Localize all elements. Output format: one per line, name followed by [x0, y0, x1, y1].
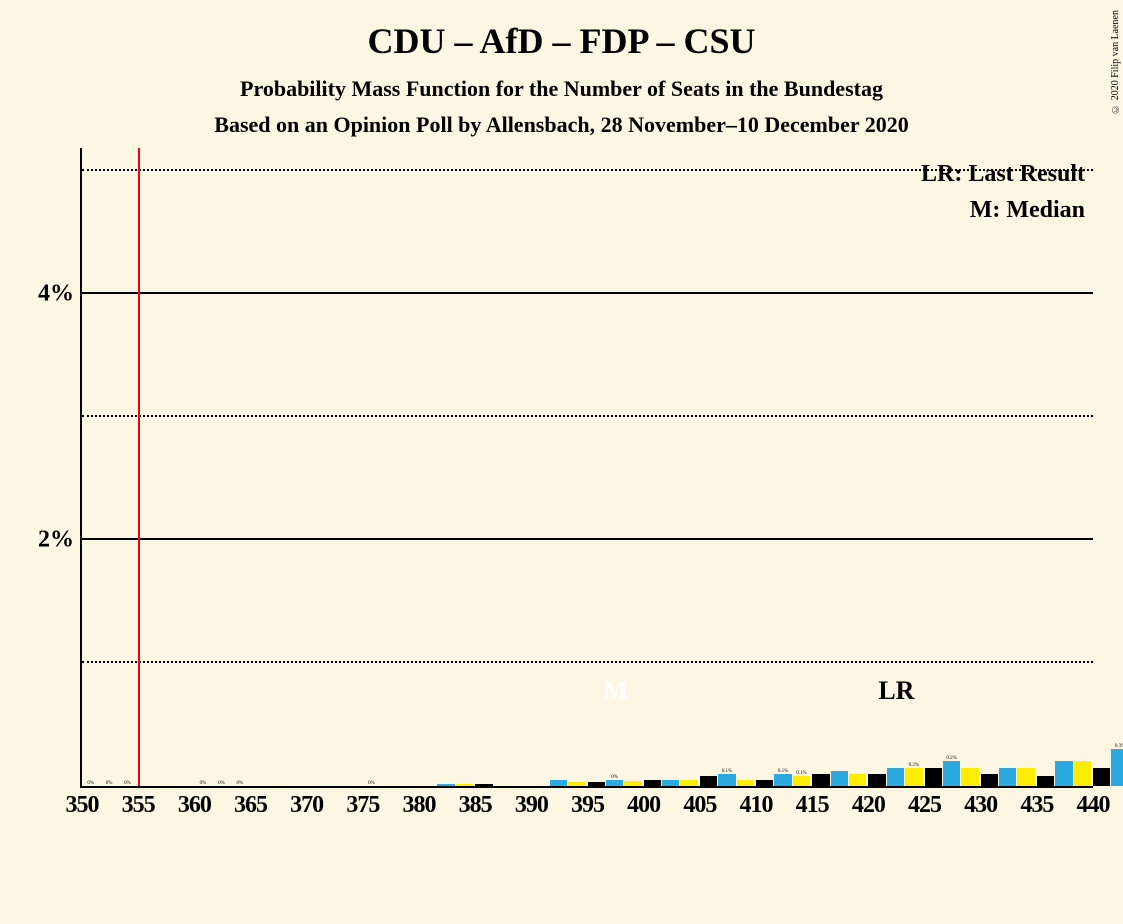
bar: [437, 784, 454, 786]
bar: [700, 776, 717, 786]
bar: [1074, 761, 1091, 786]
bar-group: [1037, 148, 1091, 786]
bar-label: 0.1%: [796, 771, 806, 776]
copyright: © 2020 Filip van Laenen: [1110, 10, 1121, 114]
bar: 0.1%: [793, 776, 810, 786]
x-tick-label: 365: [234, 786, 267, 819]
bar: [925, 768, 942, 786]
bar: [1055, 761, 1072, 786]
bar: [812, 774, 829, 786]
bar-group: 0%: [363, 148, 417, 786]
bar-group: 0.1%: [700, 148, 754, 786]
x-tick-label: 435: [1020, 786, 1053, 819]
x-tick-label: 360: [178, 786, 211, 819]
bar-label: 0.1%: [722, 769, 732, 774]
bar-group: [419, 148, 473, 786]
y-tick-label: 4%: [38, 280, 82, 307]
x-tick-label: 390: [515, 786, 548, 819]
x-tick-label: 400: [627, 786, 660, 819]
bar: [887, 768, 904, 786]
bar: 0%: [606, 780, 623, 786]
bar-group: 0%0%0%: [82, 148, 136, 786]
bar: [1017, 768, 1034, 786]
x-tick-label: 375: [346, 786, 379, 819]
chart-title: CDU – AfD – FDP – CSU: [10, 20, 1113, 62]
bar: 0.1%: [718, 774, 735, 786]
bar-group: [251, 148, 305, 786]
bar-group: 0.1%0.1%: [756, 148, 810, 786]
bar: [999, 768, 1016, 786]
bar-group: [644, 148, 698, 786]
x-tick-label: 350: [66, 786, 99, 819]
bar-group: 0.3%: [1093, 148, 1123, 786]
x-tick-label: 425: [908, 786, 941, 819]
bar-label: 0.3%: [1115, 744, 1123, 749]
bar-group: 0%0%0%: [194, 148, 248, 786]
x-tick-label: 355: [122, 786, 155, 819]
x-tick-label: 410: [740, 786, 773, 819]
y-tick-label: 2%: [38, 526, 82, 553]
chart-subtitle: Probability Mass Function for the Number…: [10, 76, 1113, 102]
bar-label: 0.2%: [946, 756, 956, 761]
x-tick-label: 440: [1077, 786, 1110, 819]
x-tick-label: 395: [571, 786, 604, 819]
bar-label: 0.2%: [909, 763, 919, 768]
bar-label: 0%: [106, 781, 113, 786]
x-tick-label: 405: [683, 786, 716, 819]
bar-group: [981, 148, 1035, 786]
bar: [662, 780, 679, 786]
bar: [1093, 768, 1110, 786]
bar: [868, 774, 885, 786]
bar-group: [138, 148, 192, 786]
x-tick-label: 370: [290, 786, 323, 819]
x-tick-label: 380: [403, 786, 436, 819]
median-marker: M: [603, 676, 628, 706]
bar-group: 0.2%: [925, 148, 979, 786]
bar: 0.2%: [943, 761, 960, 786]
bar-label: 0%: [611, 775, 618, 780]
bar: 0.3%: [1111, 749, 1123, 786]
chart-area: LR: Last Result M: Median 2%4%0%0%0%0%0%…: [80, 148, 1093, 788]
bar: [831, 771, 848, 786]
x-tick-label: 430: [964, 786, 997, 819]
bar-label: 0.1%: [778, 769, 788, 774]
chart-subtitle2: Based on an Opinion Poll by Allensbach, …: [10, 112, 1113, 138]
bar: [550, 780, 567, 786]
bar: 0.1%: [774, 774, 791, 786]
bar: [981, 774, 998, 786]
x-tick-label: 420: [852, 786, 885, 819]
lr-marker: LR: [878, 676, 914, 706]
chart-container: CDU – AfD – FDP – CSU Probability Mass F…: [0, 0, 1123, 924]
bar-group: [475, 148, 529, 786]
bar-group: [531, 148, 585, 786]
bar: [961, 768, 978, 786]
chart-wrapper: LR: Last Result M: Median 2%4%0%0%0%0%0%…: [80, 148, 1093, 838]
x-tick-label: 415: [796, 786, 829, 819]
bar: [849, 774, 866, 786]
bar-group: [812, 148, 866, 786]
bars: 0%0%0%0%0%0%0%0%0.1%0.1%0.1%0.2%0.2%0.3%…: [82, 148, 1093, 786]
bar-label: 0%: [218, 781, 225, 786]
bar-group: [307, 148, 361, 786]
bar: 0.2%: [905, 768, 922, 786]
x-tick-label: 385: [459, 786, 492, 819]
bar: [1037, 776, 1054, 786]
